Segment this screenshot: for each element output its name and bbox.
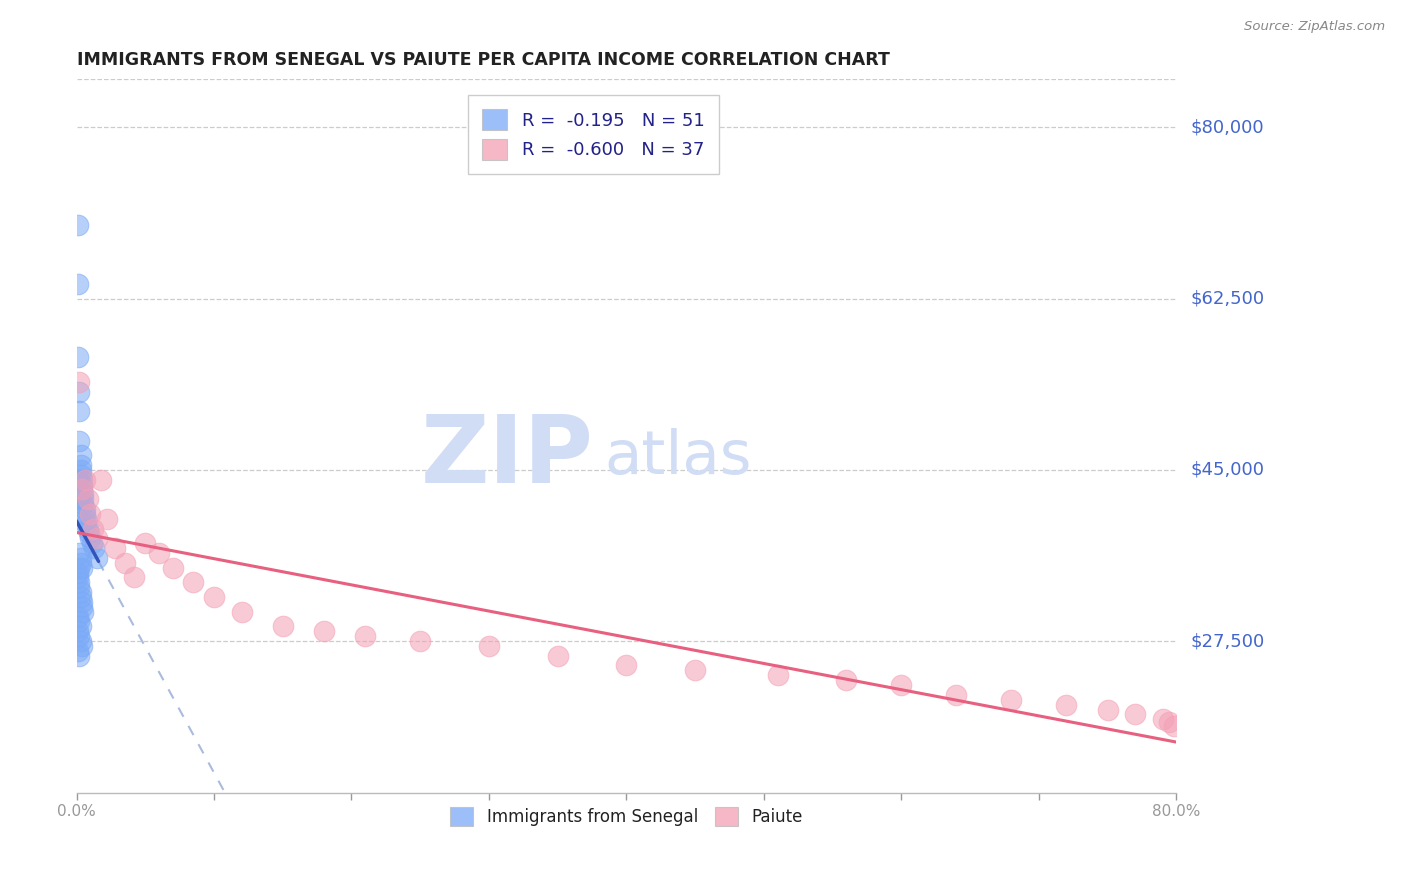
Point	[67, 629, 90, 643]
Text: ZIP: ZIP	[420, 411, 593, 503]
Point	[70, 599, 93, 614]
Point	[69, 458, 91, 472]
Point	[66, 277, 89, 291]
Point	[148, 546, 170, 560]
Point	[86, 532, 108, 546]
Point	[72, 605, 94, 619]
Point	[67, 492, 90, 507]
Point	[86, 550, 108, 565]
Point	[69, 556, 91, 570]
Point	[945, 688, 967, 702]
Point	[73, 473, 96, 487]
Point	[70, 477, 93, 491]
Point	[1163, 719, 1185, 733]
Point	[90, 473, 112, 487]
Point	[66, 624, 89, 639]
Text: $62,500: $62,500	[1191, 290, 1264, 308]
Legend: Immigrants from Senegal, Paiute: Immigrants from Senegal, Paiute	[441, 798, 811, 834]
Point	[73, 502, 96, 516]
Point	[1054, 698, 1077, 712]
Point	[70, 483, 93, 497]
Point	[69, 463, 91, 477]
Point	[231, 605, 253, 619]
Point	[766, 668, 789, 682]
Text: atlas: atlas	[605, 427, 752, 486]
Point	[67, 434, 90, 448]
Point	[79, 507, 101, 521]
Point	[616, 658, 638, 673]
Point	[67, 575, 90, 590]
Point	[82, 522, 104, 536]
Point	[1097, 702, 1119, 716]
Point	[683, 664, 706, 678]
Point	[66, 609, 89, 624]
Text: $27,500: $27,500	[1191, 632, 1264, 650]
Point	[478, 639, 501, 653]
Point	[76, 522, 98, 536]
Point	[124, 570, 146, 584]
Point	[83, 541, 105, 555]
Point	[67, 404, 90, 418]
Point	[67, 648, 90, 663]
Point	[69, 550, 91, 565]
Point	[67, 546, 90, 560]
Point	[66, 473, 89, 487]
Point	[69, 634, 91, 648]
Point	[69, 590, 91, 604]
Point	[70, 595, 93, 609]
Point	[75, 516, 97, 531]
Point	[183, 575, 205, 590]
Point	[104, 541, 127, 555]
Point	[66, 570, 89, 584]
Point	[1123, 707, 1146, 722]
Point	[77, 526, 100, 541]
Point	[79, 532, 101, 546]
Point	[76, 492, 98, 507]
Point	[69, 467, 91, 482]
Point	[202, 590, 225, 604]
Point	[162, 560, 184, 574]
Point	[66, 351, 89, 365]
Point	[70, 560, 93, 574]
Point	[354, 629, 377, 643]
Point	[134, 536, 156, 550]
Point	[67, 560, 90, 574]
Point	[1152, 712, 1174, 726]
Point	[66, 219, 89, 233]
Point	[114, 556, 136, 570]
Point	[66, 644, 89, 658]
Point	[70, 473, 93, 487]
Point	[69, 619, 91, 633]
Point	[70, 483, 93, 497]
Point	[73, 507, 96, 521]
Text: IMMIGRANTS FROM SENEGAL VS PAIUTE PER CAPITA INCOME CORRELATION CHART: IMMIGRANTS FROM SENEGAL VS PAIUTE PER CA…	[76, 51, 890, 69]
Point	[72, 487, 94, 501]
Text: $45,000: $45,000	[1191, 461, 1264, 479]
Point	[70, 639, 93, 653]
Point	[66, 566, 89, 580]
Point	[67, 384, 90, 399]
Point	[67, 375, 90, 389]
Point	[547, 648, 569, 663]
Point	[80, 536, 103, 550]
Point	[72, 492, 94, 507]
Point	[69, 448, 91, 462]
Text: Source: ZipAtlas.com: Source: ZipAtlas.com	[1244, 20, 1385, 33]
Point	[96, 512, 118, 526]
Point	[409, 634, 432, 648]
Point	[75, 512, 97, 526]
Point	[72, 497, 94, 511]
Point	[835, 673, 858, 688]
Point	[69, 585, 91, 599]
Point	[1159, 715, 1181, 730]
Point	[1000, 692, 1022, 706]
Point	[890, 678, 912, 692]
Point	[271, 619, 294, 633]
Point	[67, 615, 90, 629]
Point	[67, 580, 90, 594]
Text: $80,000: $80,000	[1191, 119, 1264, 136]
Point	[312, 624, 335, 639]
